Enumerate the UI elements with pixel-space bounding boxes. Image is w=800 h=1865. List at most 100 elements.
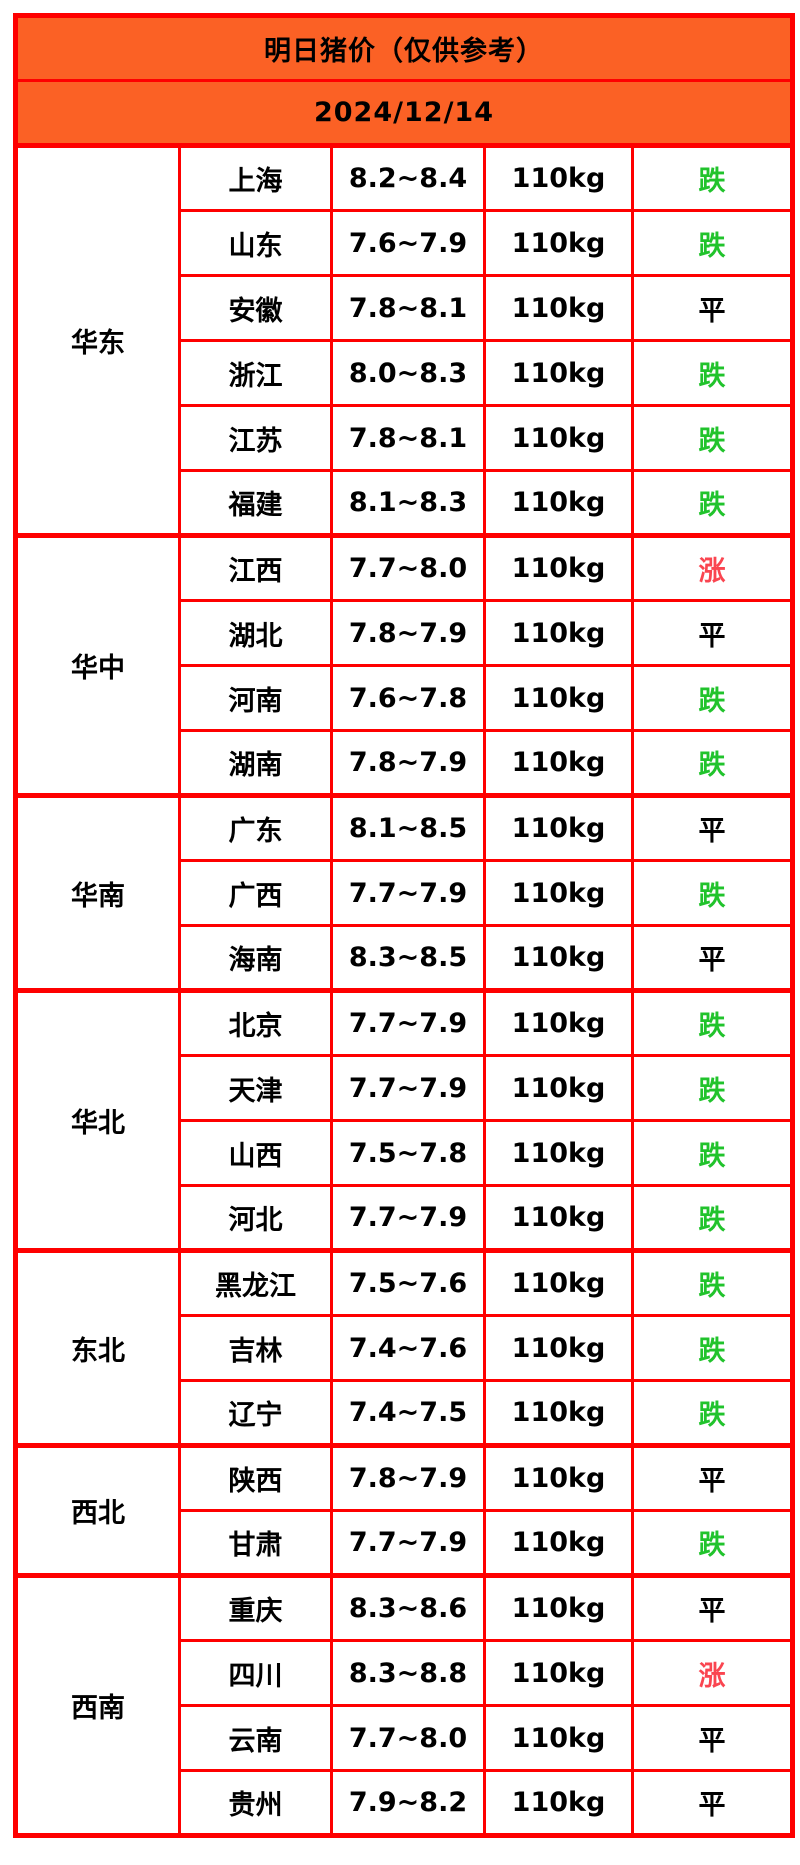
date-row: 2024/12/14 (14, 79, 794, 148)
province-cell: 重庆 (178, 1573, 333, 1642)
region-cell: 西南 (14, 1573, 181, 1837)
table-row: 浙江 8.0~8.3 110kg 跌 (16, 339, 794, 407)
weight-cell: 110kg (483, 1639, 634, 1707)
trend-cell: 平 (631, 1443, 794, 1512)
price-cell: 7.5~7.6 (330, 1248, 486, 1317)
trend-cell: 平 (631, 1769, 794, 1837)
weight-cell: 110kg (483, 664, 634, 732)
province-cell: 贵州 (178, 1769, 333, 1837)
table-row: 江苏 7.8~8.1 110kg 跌 (16, 404, 794, 472)
province-cell: 江西 (178, 533, 333, 602)
trend-cell: 跌 (631, 469, 794, 537)
price-cell: 7.7~7.9 (330, 1184, 486, 1252)
trend-cell: 跌 (631, 1379, 794, 1447)
table-row: 湖北 7.8~7.9 110kg 平 (16, 599, 794, 667)
region-cell: 西北 (14, 1443, 181, 1577)
table-row: 天津 7.7~7.9 110kg 跌 (16, 1054, 794, 1122)
trend-cell: 跌 (631, 729, 794, 797)
trend-cell: 跌 (631, 339, 794, 407)
trend-cell: 跌 (631, 1509, 794, 1577)
trend-cell: 平 (631, 1704, 794, 1772)
weight-cell: 110kg (483, 1314, 634, 1382)
trend-cell: 平 (631, 924, 794, 992)
province-cell: 湖北 (178, 599, 333, 667)
trend-cell: 跌 (631, 404, 794, 472)
table-row: 广西 7.7~7.9 110kg 跌 (16, 859, 794, 927)
province-cell: 北京 (178, 988, 333, 1057)
province-cell: 湖南 (178, 729, 333, 797)
price-cell: 7.7~7.9 (330, 1509, 486, 1577)
weight-cell: 110kg (483, 1704, 634, 1772)
trend-cell: 跌 (631, 144, 794, 212)
table-row: 贵州 7.9~8.2 110kg 平 (16, 1769, 794, 1837)
table-row: 云南 7.7~8.0 110kg 平 (16, 1704, 794, 1772)
table-row: 东北 黑龙江 7.5~7.6 110kg 跌 (14, 1248, 794, 1447)
province-cell: 山东 (178, 209, 333, 277)
price-cell: 7.6~7.8 (330, 664, 486, 732)
province-cell: 海南 (178, 924, 333, 992)
trend-cell: 跌 (631, 1119, 794, 1187)
table-row: 四川 8.3~8.8 110kg 涨 (16, 1639, 794, 1707)
province-cell: 天津 (178, 1054, 333, 1122)
trend-cell: 跌 (631, 988, 794, 1057)
province-cell: 辽宁 (178, 1379, 333, 1447)
price-cell: 8.0~8.3 (330, 339, 486, 407)
weight-cell: 110kg (483, 1119, 634, 1187)
table-row: 福建 8.1~8.3 110kg 跌 (16, 469, 794, 537)
trend-cell: 跌 (631, 1314, 794, 1382)
weight-cell: 110kg (483, 988, 634, 1057)
weight-cell: 110kg (483, 924, 634, 992)
title-row: 明日猪价（仅供参考） (14, 14, 794, 82)
region-cell: 华中 (14, 533, 181, 797)
trend-cell: 跌 (631, 209, 794, 277)
province-cell: 河南 (178, 664, 333, 732)
table-row: 华南 广东 8.1~8.5 110kg 平 (14, 793, 794, 992)
province-cell: 黑龙江 (178, 1248, 333, 1317)
trend-cell: 平 (631, 1573, 794, 1642)
weight-cell: 110kg (483, 1509, 634, 1577)
price-cell: 7.5~7.8 (330, 1119, 486, 1187)
region-cell: 华东 (14, 144, 181, 537)
weight-cell: 110kg (483, 1054, 634, 1122)
weight-cell: 110kg (483, 404, 634, 472)
region-cell: 华北 (14, 988, 181, 1252)
province-cell: 福建 (178, 469, 333, 537)
region-cell: 东北 (14, 1248, 181, 1447)
weight-cell: 110kg (483, 1379, 634, 1447)
table-row: 辽宁 7.4~7.5 110kg 跌 (16, 1379, 794, 1447)
trend-cell: 跌 (631, 1054, 794, 1122)
province-cell: 云南 (178, 1704, 333, 1772)
price-cell: 7.7~8.0 (330, 533, 486, 602)
price-cell: 7.6~7.9 (330, 209, 486, 277)
weight-cell: 110kg (483, 1769, 634, 1837)
price-cell: 8.3~8.8 (330, 1639, 486, 1707)
table-row: 吉林 7.4~7.6 110kg 跌 (16, 1314, 794, 1382)
trend-cell: 涨 (631, 533, 794, 602)
price-cell: 7.7~8.0 (330, 1704, 486, 1772)
trend-cell: 涨 (631, 1639, 794, 1707)
weight-cell: 110kg (483, 1573, 634, 1642)
table-row: 湖南 7.8~7.9 110kg 跌 (16, 729, 794, 797)
table-row: 海南 8.3~8.5 110kg 平 (16, 924, 794, 992)
weight-cell: 110kg (483, 793, 634, 862)
price-table-body: 华东 上海 8.2~8.4 110kg 跌山东 7.6~7.9 110kg 跌安徽 7.8~8.… (14, 144, 794, 1837)
table-date: 2024/12/14 (14, 79, 794, 148)
province-cell: 安徽 (178, 274, 333, 342)
price-cell: 8.2~8.4 (330, 144, 486, 212)
weight-cell: 110kg (483, 859, 634, 927)
weight-cell: 110kg (483, 274, 634, 342)
price-cell: 7.8~7.9 (330, 729, 486, 797)
price-cell: 7.9~8.2 (330, 1769, 486, 1837)
table-row: 华北 北京 7.7~7.9 110kg 跌 (14, 988, 794, 1252)
province-cell: 甘肃 (178, 1509, 333, 1577)
table-row: 山东 7.6~7.9 110kg 跌 (16, 209, 794, 277)
province-cell: 广东 (178, 793, 333, 862)
price-table: 明日猪价（仅供参考） 2024/12/14 华东 上海 8.2~8.4 110kg 跌山… (13, 13, 795, 1838)
trend-cell: 跌 (631, 1248, 794, 1317)
weight-cell: 110kg (483, 209, 634, 277)
trend-cell: 平 (631, 599, 794, 667)
province-cell: 上海 (178, 144, 333, 212)
price-cell: 7.7~7.9 (330, 1054, 486, 1122)
table-row: 华东 上海 8.2~8.4 110kg 跌 (14, 144, 794, 537)
page-root: 明日猪价（仅供参考） 2024/12/14 华东 上海 8.2~8.4 110kg 跌山… (13, 13, 795, 1838)
